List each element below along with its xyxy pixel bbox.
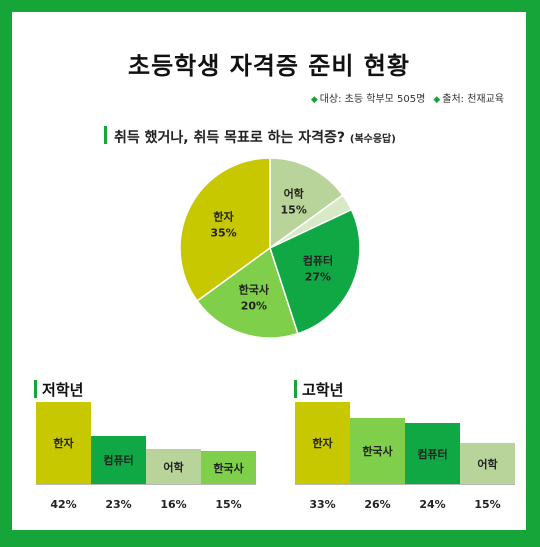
question-note: (복수응답) xyxy=(349,134,396,145)
high-grade-bar: 컴퓨터 xyxy=(405,423,460,484)
low-grade-title: 저학년 xyxy=(42,381,84,399)
pie-slice-컴퓨터 xyxy=(269,208,361,335)
pie-slice-value: 27% xyxy=(305,271,331,284)
survey-target: 대상: 초등 학부모 505명 xyxy=(319,94,426,105)
low-grade-accent-bar xyxy=(34,380,37,398)
low-grade-bar-value: 15% xyxy=(215,498,242,511)
low-grade-bar: 한국사 xyxy=(201,451,256,484)
pie-slice-한국사 xyxy=(196,246,299,339)
low-grade-bar-label: 컴퓨터 xyxy=(103,454,134,467)
pie-question: 취득 했거나, 취득 목표로 하는 자격증? (복수응답) xyxy=(114,127,396,147)
low-grade-bar-value: 23% xyxy=(105,498,132,511)
diamond-bullet-icon: ◆ xyxy=(310,95,318,105)
low-grade-baseline xyxy=(36,484,256,485)
diamond-bullet-icon: ◆ xyxy=(433,95,441,105)
question-accent-bar xyxy=(104,126,107,144)
high-grade-bar-value: 24% xyxy=(419,498,446,511)
pie-chart: 어학 15% 컴퓨터 27% 한국사 20% 한자 35% xyxy=(179,157,361,339)
low-grade-bar: 한자 xyxy=(36,402,91,484)
source-line: ◆ 대상: 초등 학부모 505명 ◆ 출처: 천재교육 xyxy=(311,90,504,105)
high-grade-bar-label: 한자 xyxy=(312,437,333,450)
pie-slice-value: 15% xyxy=(281,203,307,216)
pie-slice-label: 한자 xyxy=(213,209,234,223)
pie-slice-label: 한국사 xyxy=(239,283,270,297)
high-grade-bar-label: 한국사 xyxy=(362,445,393,458)
survey-source: 출처: 천재교육 xyxy=(442,94,504,105)
pie-slice-value: 35% xyxy=(210,226,236,239)
low-grade-bar-label: 한국사 xyxy=(213,461,244,475)
high-grade-accent-bar xyxy=(294,380,297,398)
low-grade-bar-chart: 한자 42% 컴퓨터 23% 어학 16% 한국사 15% xyxy=(36,402,256,511)
low-grade-bar-value: 42% xyxy=(50,498,77,511)
high-grade-bar-chart: 한자 33% 한국사 26% 컴퓨터 24% 어학 15% xyxy=(295,402,515,511)
high-grade-bar-value: 33% xyxy=(309,498,336,511)
page-title: 초등학생 자격증 준비 현황 xyxy=(128,52,410,80)
low-grade-bar: 어학 xyxy=(146,449,201,484)
pie-slice-value: 20% xyxy=(241,300,267,313)
pie-slice-label: 어학 xyxy=(284,186,304,200)
high-grade-bar-value: 15% xyxy=(474,498,501,511)
high-grade-title: 고학년 xyxy=(302,381,344,399)
low-grade-bar-value: 16% xyxy=(160,498,187,511)
infographic-panel: 초등학생 자격증 준비 현황 ◆ 대상: 초등 학부모 505명 ◆ 출처: 천재교육… xyxy=(12,12,526,530)
pie-slice-label: 컴퓨터 xyxy=(303,254,333,268)
low-grade-bar-label: 어학 xyxy=(163,460,184,474)
high-grade-bar-label: 어학 xyxy=(477,457,498,471)
low-grade-bar-label: 한자 xyxy=(53,437,74,450)
question-text: 취득 했거나, 취득 목표로 하는 자격증? xyxy=(114,130,346,146)
high-grade-baseline xyxy=(295,484,515,485)
high-grade-bar-label: 컴퓨터 xyxy=(417,447,448,461)
pie-slice-어학 xyxy=(269,157,344,250)
high-grade-bar: 한국사 xyxy=(350,418,405,484)
low-grade-bar: 컴퓨터 xyxy=(91,436,146,484)
high-grade-bar: 어학 xyxy=(460,443,515,484)
high-grade-bar: 한자 xyxy=(295,402,350,484)
pie-slice-한자 xyxy=(179,157,271,302)
high-grade-bar-value: 26% xyxy=(364,498,391,511)
